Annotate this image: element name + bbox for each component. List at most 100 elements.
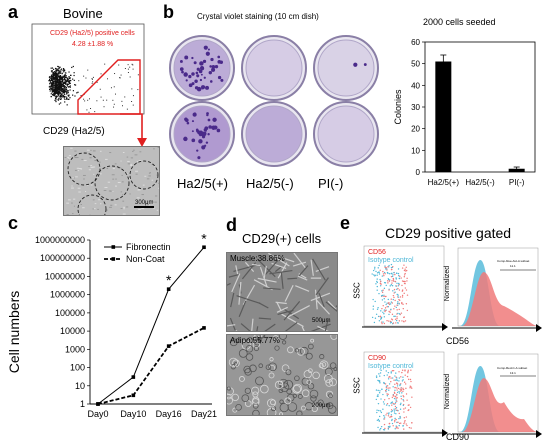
hist-ylabel-2: Normalized [444,373,452,410]
x-tick-label: Day21 [191,409,217,419]
adipo-label: Adipo:55.77% [230,336,280,345]
culture-dish [169,35,235,101]
y-tick-label: 1000000 [50,290,85,300]
panel-letter-a: a [8,2,19,22]
ssc-label-2: SSC [352,377,362,394]
x-tick-label: Day0 [87,409,108,419]
gate-polygon [77,59,141,115]
marker-label-cd90: CD90 [368,355,386,362]
panel-d-title: CD29(+) cells [242,231,322,246]
x-tick-label: Day16 [156,409,182,419]
hist-note-2: Comp-Red-C-A subset [497,366,528,370]
panel-letter-c: c [8,213,19,233]
culture-dish [241,101,307,167]
isotype-label-2: Isotype control [368,363,414,370]
y-tick-label: 60 [411,38,420,47]
y-tick-label: 10 [75,381,85,391]
axis-arrow-icon [442,323,448,331]
micrograph-adipo [226,334,338,416]
axis-arrow-icon [442,429,448,437]
staining-title: Crystal violet staining (10 cm dish) [197,12,319,21]
panel-e-title: CD29 positive gated [385,225,512,241]
marker-histogram [462,378,538,432]
arrow-icon [120,113,147,147]
flow-scatter-cd56 [362,245,448,331]
dish-label-ha25-neg: Ha2/5(-) [246,176,294,191]
axis-arrow-icon [536,430,542,438]
y-tick-label: 1000000000 [35,235,85,245]
y-tick-label: 20 [411,125,420,134]
scale-bar-label: 300μm [135,200,154,206]
y-tick-label: 1000 [65,344,85,354]
legend-marker [111,245,116,249]
bar-chart-title: 2000 cells seeded [423,17,496,27]
legend-label: Fibronectin [126,242,171,252]
series-line [97,246,205,405]
series-line [97,327,205,405]
histogram-cd56 [452,247,542,332]
axis-arrow-icon [536,324,542,332]
gate-value: 4.28 ±1.88 % [72,41,114,48]
panel-letter-b: b [163,2,174,22]
dish-label-ha25-pos: Ha2/5(+) [177,176,228,191]
xlabel-cd56: CD56 [446,336,470,346]
significance-star: * [201,232,207,246]
y-tick-label: 50 [411,60,420,69]
data-point [131,375,136,379]
muscle-label: Muscle:38.86% [230,254,285,263]
marker-histogram [462,272,538,326]
y-tick-label: 100000 [55,308,85,318]
data-point [202,326,206,330]
adipo-scale-label: 200μm [312,403,331,409]
y-tick-label: 10000 [60,326,85,336]
histogram-cd90 [452,353,542,438]
y-axis-label: Colonies [393,89,403,125]
panel-letter-e: e [340,213,351,233]
culture-dish [241,35,307,101]
culture-dish [169,101,235,167]
data-point [202,245,206,250]
dish-label-pi-neg: PI(-) [318,176,344,191]
x-tick-label: PI(-) [509,178,525,187]
y-axis-label: Cell numbers [8,291,22,373]
y-tick-label: 0 [416,168,421,177]
marker-label-cd56: CD56 [368,249,386,256]
x-tick-label: Ha2/5(-) [465,178,495,187]
y-tick-label: 40 [411,81,420,90]
data-point [166,287,171,291]
x-tick-label: Day10 [120,409,146,419]
micrograph-colony [63,146,160,216]
data-point [166,344,171,348]
y-tick-label: 10000000 [45,271,85,281]
xlabel-cd90: CD90 [446,432,470,442]
data-point [131,393,136,398]
micrograph-muscle [226,252,338,332]
y-tick-label: 10 [411,146,420,155]
isotype-label-1: Isotype control [368,257,414,264]
hist-ylabel-1: Normalized [444,265,452,302]
panel-a-xlabel: CD29 (Ha2/5) [43,126,105,137]
flow-scatter-plot [31,23,145,115]
data-point [96,402,100,406]
panel-letter-d: d [226,215,237,235]
bar [435,61,452,172]
muscle-scale-label: 500μm [312,318,331,324]
y-tick-label: 100 [70,363,85,373]
legend-label: Non-Coat [126,254,165,264]
flow-scatter-cd90 [362,351,448,437]
y-tick-label: 100000000 [40,253,85,263]
y-tick-label: 1 [80,399,85,409]
hist-note-1: Comp-blue-AH-A subset [497,259,530,263]
x-tick-label: Ha2/5(+) [428,178,460,187]
legend-marker [111,257,116,261]
hist-note-2b: 13.1 [510,371,516,375]
ssc-label-1: SSC [352,282,362,299]
significance-star: * [166,272,172,288]
culture-dish [313,101,379,167]
hist-note-1b: 11.1 [510,264,516,268]
growth-line-chart: 1 10 100 1000 10000 100000 1000000 10000000 1000… [8,232,217,419]
panel-a-title: Bovine [63,6,103,21]
colonies-bar-chart: 0 10 20 30 40 50 60 Colonies Ha2/5(+) Ha2/5(-) PI(… [393,38,536,187]
culture-dish [313,35,379,101]
gate-label: CD29 (Ha2/5) positive cells [50,30,135,37]
